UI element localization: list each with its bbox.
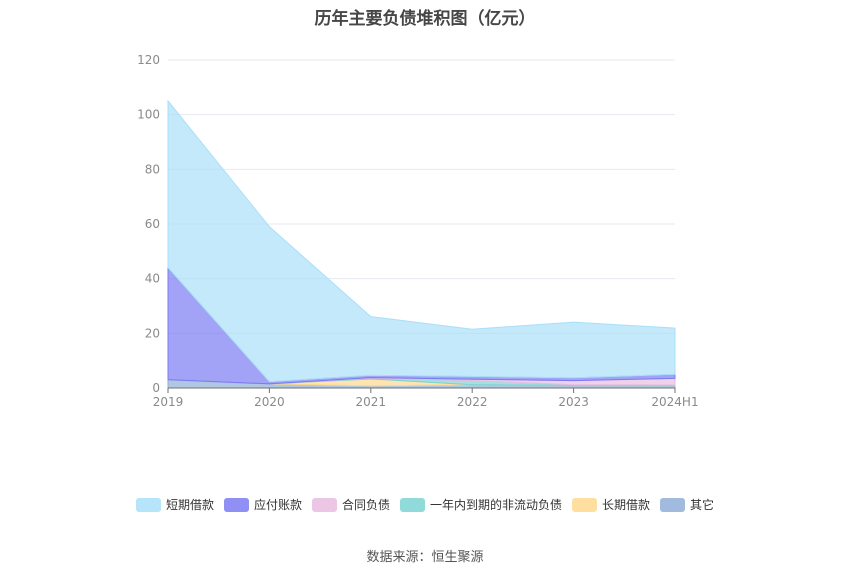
legend-label: 长期借款 — [602, 498, 651, 512]
y-tick-label: 100 — [137, 108, 160, 122]
legend-label: 其它 — [690, 498, 715, 512]
x-tick-label: 2021 — [356, 395, 387, 409]
y-tick-label: 0 — [152, 381, 160, 395]
legend: 短期借款 应付账款 合同负债 一年内到期的非流动负债 长期借款 其它 — [0, 496, 850, 513]
chart-title: 历年主要负债堆积图（亿元） — [314, 9, 536, 29]
y-tick-label: 80 — [145, 162, 160, 176]
legend-swatch — [223, 497, 249, 512]
area-series — [167, 99, 676, 389]
legend-item[interactable]: 合同负债 — [311, 496, 390, 513]
x-tick-label: 2019 — [153, 395, 184, 409]
x-tick-label: 2023 — [558, 395, 589, 409]
legend-swatch — [660, 497, 686, 512]
area-series-5 — [167, 99, 676, 383]
y-tick-label: 60 — [145, 217, 160, 231]
legend-item[interactable]: 短期借款 — [135, 496, 214, 513]
legend-swatch — [135, 497, 161, 512]
axes: 0 20 40 60 80 100 120 2019 2020 2021 2022 2023 2024H… — [137, 53, 699, 409]
x-tick-label: 2020 — [254, 395, 285, 409]
legend-swatch — [400, 497, 425, 512]
y-tick-label: 120 — [137, 53, 160, 67]
y-tick-label: 20 — [145, 326, 160, 340]
y-tick-label: 40 — [145, 272, 160, 286]
area-chart: 0 20 40 60 80 100 120 2019 2020 2021 2022 2023 2024H… — [137, 53, 699, 409]
legend-item[interactable]: 其它 — [660, 496, 714, 513]
legend-swatch — [311, 497, 337, 512]
legend-item[interactable]: 应付账款 — [223, 496, 302, 513]
legend-label: 应付账款 — [253, 498, 302, 512]
x-tick-label: 2024H1 — [651, 395, 698, 409]
legend-swatch — [572, 497, 598, 512]
legend-label: 合同负债 — [341, 498, 390, 512]
data-source: 数据来源：恒生聚源 — [366, 550, 484, 565]
legend-label: 一年内到期的非流动负债 — [430, 498, 563, 512]
legend-label: 短期借款 — [165, 498, 214, 512]
legend-item[interactable]: 一年内到期的非流动负债 — [400, 496, 562, 513]
legend-item[interactable]: 长期借款 — [572, 496, 650, 513]
x-tick-label: 2022 — [457, 395, 488, 409]
